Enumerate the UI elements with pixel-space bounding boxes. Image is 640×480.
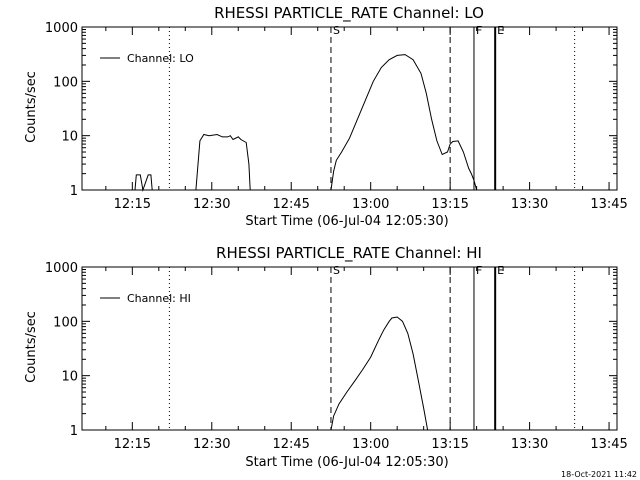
x-tick-label: 12:15: [114, 197, 151, 212]
y-tick-label: 1000: [45, 261, 78, 276]
event-marker-label: E: [497, 264, 504, 277]
x-tick-label: 13:15: [431, 197, 468, 212]
legend-label-lo: Channel: LO: [127, 52, 194, 65]
y-tick-label: 100: [53, 75, 78, 90]
x-axis-label-hi: Start Time (06-Jul-04 12:05:30): [245, 455, 448, 470]
x-tick-label: 12:15: [114, 437, 151, 452]
event-marker-label: F: [476, 264, 482, 277]
x-tick-label: 13:30: [511, 197, 548, 212]
y-tick-label: 1000: [45, 21, 78, 36]
panel-lo: RHESSI PARTICLE_RATE Channel: LO Counts/…: [24, 4, 628, 229]
y-tick-label: 10: [61, 370, 78, 385]
event-marker-label: F: [476, 24, 482, 37]
x-tick-label: 13:30: [511, 437, 548, 452]
x-tick-label: 13:00: [352, 437, 389, 452]
x-tick-label: 13:45: [590, 437, 627, 452]
x-tick-label: 12:45: [272, 197, 309, 212]
timestamp: 18-Oct-2021 11:42: [561, 470, 637, 479]
series-line: [134, 174, 153, 192]
series-line: [330, 54, 478, 191]
event-marker-label: S: [333, 264, 340, 277]
y-tick-label: 1: [70, 184, 78, 199]
plot-frame: [81, 266, 618, 431]
plot-frame: [81, 26, 618, 191]
y-axis-label-hi: Counts/sec: [24, 311, 39, 383]
chart-title-lo: RHESSI PARTICLE_RATE Channel: LO: [214, 4, 484, 23]
legend-label-hi: Channel: HI: [127, 292, 191, 305]
x-tick-label: 12:30: [193, 197, 230, 212]
event-marker-label: E: [497, 24, 504, 37]
x-tick-label: 13:00: [352, 197, 389, 212]
y-tick-label: 100: [53, 315, 78, 330]
series-line: [330, 316, 429, 431]
x-tick-label: 12:45: [272, 437, 309, 452]
y-tick-label: 10: [61, 130, 78, 145]
x-axis-label-lo: Start Time (06-Jul-04 12:05:30): [245, 214, 448, 229]
x-tick-label: 12:30: [193, 437, 230, 452]
series-line: [195, 133, 251, 191]
x-tick-label: 13:45: [590, 197, 627, 212]
panel-hi: RHESSI PARTICLE_RATE Channel: HI Counts/…: [24, 244, 628, 470]
chart-title-hi: RHESSI PARTICLE_RATE Channel: HI: [216, 244, 482, 263]
x-tick-label: 13:15: [431, 437, 468, 452]
event-marker-label: S: [333, 24, 340, 37]
y-tick-label: 1: [70, 424, 78, 439]
y-axis-label-lo: Counts/sec: [24, 71, 39, 143]
